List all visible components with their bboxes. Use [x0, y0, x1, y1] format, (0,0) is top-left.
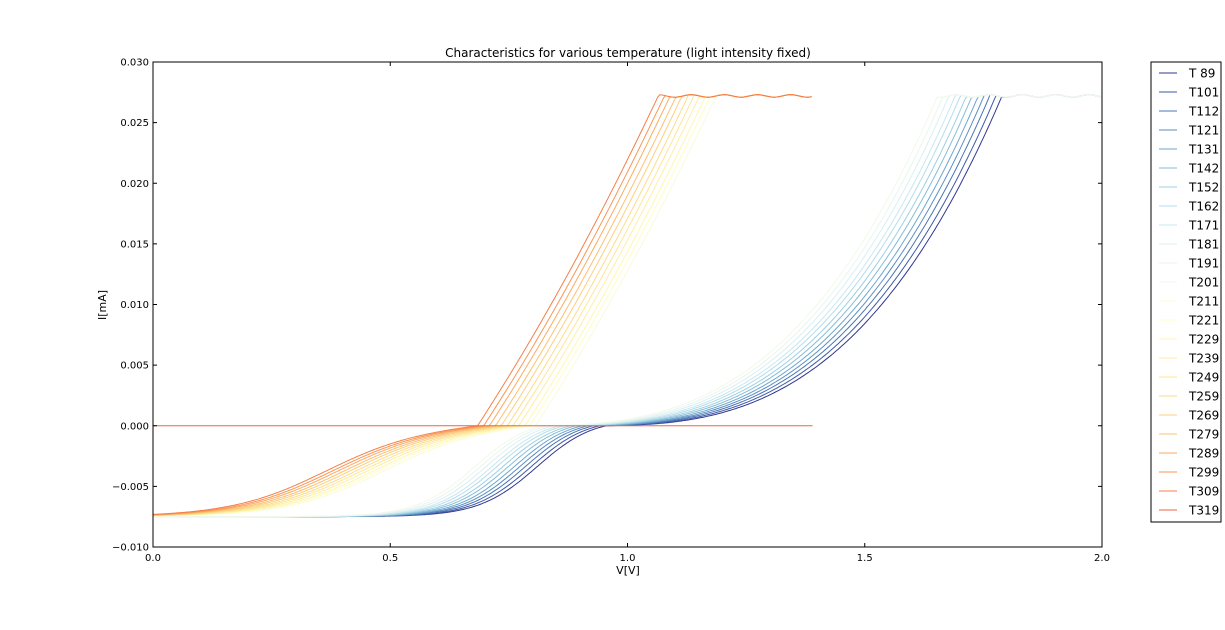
legend-label: T121	[1188, 124, 1219, 138]
legend-label: T299	[1188, 466, 1219, 480]
y-tick-label: 0.025	[120, 118, 149, 129]
y-tick-label: 0.020	[120, 179, 149, 190]
legend-label: T 89	[1188, 67, 1215, 81]
series-line	[152, 94, 812, 516]
y-tick-label: 0.010	[120, 300, 149, 311]
series-line	[153, 94, 1103, 518]
legend-label: T309	[1188, 485, 1219, 499]
legend: T 89 T101 T112 T121 T131 T142 T152 T162 T171 T181…	[1150, 61, 1222, 523]
chart-title: Characteristics for various temperature …	[445, 46, 811, 60]
series-line	[153, 94, 1103, 518]
series-line	[153, 94, 812, 516]
legend-label: T191	[1188, 257, 1219, 271]
legend-label: T249	[1188, 371, 1219, 385]
legend-label: T259	[1188, 390, 1219, 404]
series-line	[152, 94, 812, 515]
y-tick-label: 0.000	[120, 421, 149, 432]
series-line	[152, 94, 812, 517]
legend-label: T101	[1188, 86, 1219, 100]
series-line	[153, 94, 1103, 518]
series-line	[153, 94, 812, 517]
series-line	[153, 94, 1103, 518]
y-tick-label: 0.005	[120, 361, 149, 372]
series-line	[153, 94, 1103, 518]
series-line	[152, 94, 812, 516]
y-axis-label: I[mA]	[96, 290, 109, 320]
x-tick-label: 0.0	[145, 553, 161, 564]
y-tick-label: 0.030	[120, 58, 149, 69]
series-line	[153, 94, 1103, 518]
plot-lines	[152, 94, 1103, 518]
series-line	[152, 94, 812, 516]
series-line	[153, 94, 1103, 518]
legend-label: T279	[1188, 428, 1219, 442]
series-line	[153, 94, 812, 517]
series-line	[153, 94, 1103, 518]
legend-label: T289	[1188, 447, 1219, 461]
series-line	[153, 94, 812, 517]
y-tick-label: −0.005	[112, 482, 149, 493]
series-line	[153, 94, 812, 517]
y-tick-label: −0.010	[112, 543, 149, 554]
x-tick-label: 2.0	[1094, 553, 1110, 564]
series-line	[153, 94, 1103, 518]
legend-label: T201	[1188, 276, 1219, 290]
legend-label: T239	[1188, 352, 1219, 366]
legend-label: T142	[1188, 162, 1219, 176]
legend-label: T131	[1188, 143, 1219, 157]
x-tick-label: 0.5	[382, 553, 398, 564]
series-line	[153, 94, 1103, 518]
legend-label: T229	[1188, 333, 1219, 347]
legend-label: T152	[1188, 181, 1219, 195]
legend-label: T269	[1188, 409, 1219, 423]
legend-items: T 89 T101 T112 T121 T131 T142 T152 T162 T171 T181…	[1159, 67, 1219, 518]
x-axis-label: V[V]	[616, 564, 640, 577]
legend-label: T112	[1188, 105, 1219, 119]
series-line	[153, 94, 1103, 518]
x-axis-ticks: 0.0 0.5 1.0 1.5 2.0	[145, 62, 1110, 564]
x-tick-label: 1.5	[857, 553, 873, 564]
legend-label: T171	[1188, 219, 1219, 233]
series-line	[153, 94, 812, 516]
axes-frame	[152, 61, 1103, 548]
series-line	[153, 94, 1103, 518]
legend-label: T211	[1188, 295, 1219, 309]
legend-label: T319	[1188, 504, 1219, 518]
x-tick-label: 1.0	[620, 553, 636, 564]
y-axis-ticks: −0.010 −0.005 0.000 0.005 0.010 0.015 0.020 0.0…	[112, 58, 1102, 554]
legend-label: T181	[1188, 238, 1219, 252]
legend-label: T221	[1188, 314, 1219, 328]
legend-frame	[1150, 61, 1222, 523]
legend-label: T162	[1188, 200, 1219, 214]
y-tick-label: 0.015	[120, 239, 149, 250]
